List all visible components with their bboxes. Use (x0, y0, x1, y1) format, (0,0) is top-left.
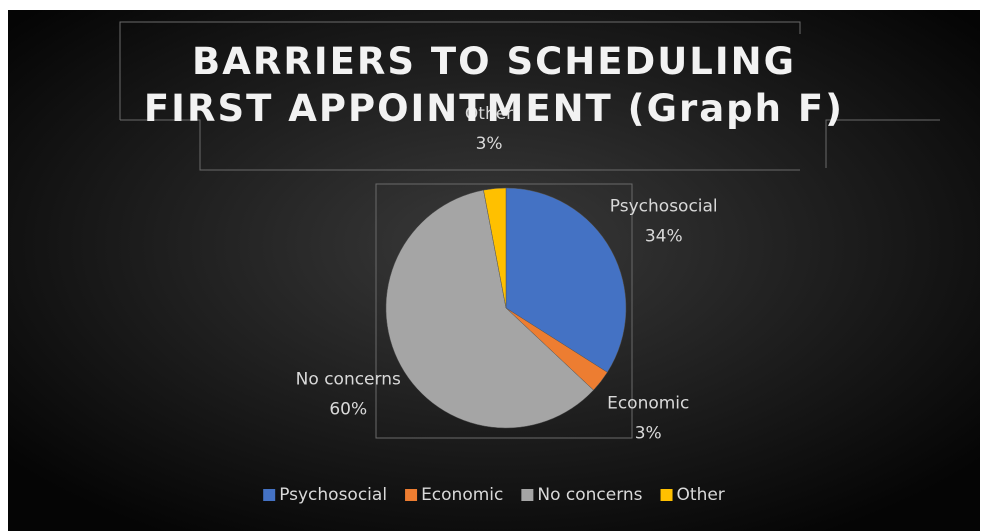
pie-slice (505, 187, 627, 373)
plot-frame (375, 183, 633, 439)
frame-line (120, 119, 800, 171)
legend: Psychosocial Economic No concerns Other (263, 485, 725, 505)
decoration (119, 21, 940, 439)
legend-swatch (521, 489, 534, 501)
pie-slice (385, 189, 594, 429)
data-label-value: 3% (635, 423, 662, 443)
data-label-name: No concerns (296, 370, 401, 390)
legend-label: No concerns (537, 485, 642, 505)
legend-swatch (405, 489, 418, 501)
legend-swatch (263, 489, 276, 501)
data-label-name: Psychosocial (610, 196, 718, 216)
pie-slice (483, 187, 507, 309)
chart-title: BARRIERS TO SCHEDULING FIRST APPOINTMENT… (143, 40, 845, 130)
data-label-name: Economic (607, 393, 689, 413)
frame-line (825, 119, 940, 168)
data-label-value: 34% (645, 226, 683, 246)
legend-label: Other (677, 485, 725, 505)
data-label-value: 60% (329, 400, 367, 420)
frame-line (119, 21, 801, 120)
data-label-value: 3% (476, 134, 503, 154)
legend-label: Economic (421, 485, 503, 505)
data-label-name: Other (465, 104, 513, 124)
legend-label: Psychosocial (279, 485, 387, 505)
legend-swatch (660, 489, 673, 501)
